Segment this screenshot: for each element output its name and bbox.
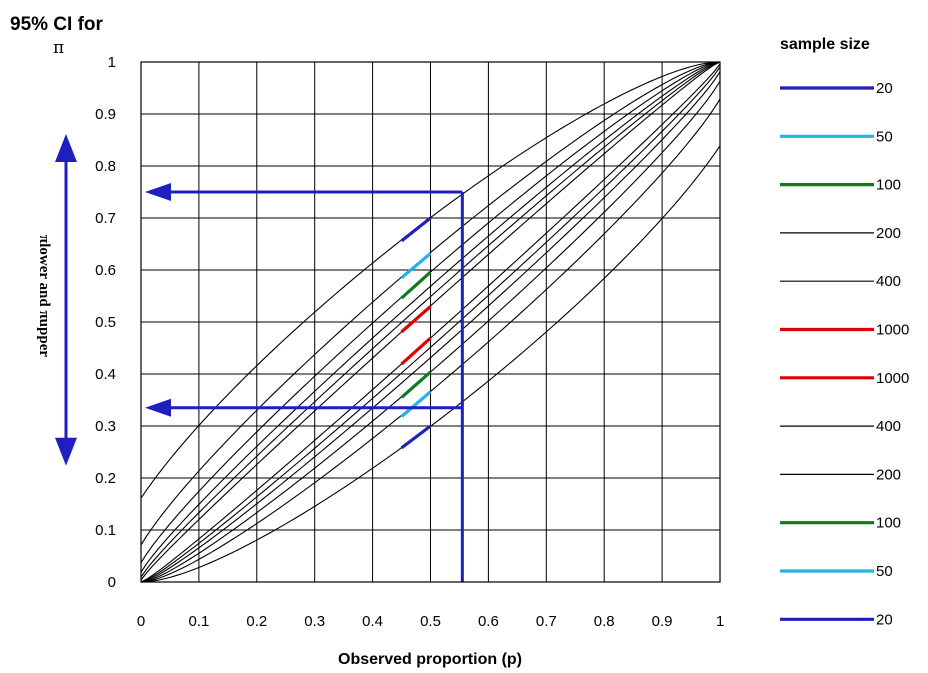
legend: sample size 20 50 100 200 400 1000 1000 400 200 1… bbox=[780, 36, 909, 628]
highlight-n50-upper bbox=[400, 252, 432, 280]
legend-label: 200 bbox=[876, 466, 901, 483]
legend-label: 400 bbox=[876, 418, 901, 435]
legend-label: 20 bbox=[876, 80, 893, 97]
x-tick-label: 0.2 bbox=[246, 613, 267, 630]
double-arrow-down-icon bbox=[55, 437, 77, 466]
highlight-n1000-upper bbox=[400, 305, 432, 334]
highlight-segments bbox=[400, 216, 432, 450]
legend-label: 20 bbox=[876, 611, 893, 628]
x-tick-label: 0.6 bbox=[478, 613, 499, 630]
annotation-arrows bbox=[55, 134, 464, 582]
y-tick-label: 0.2 bbox=[95, 470, 116, 487]
ci-curve-n1000-lower bbox=[140, 63, 721, 583]
y-tick-label: 0.7 bbox=[95, 210, 116, 227]
y-tick-label: 0.8 bbox=[95, 158, 116, 175]
highlight-n20-upper bbox=[400, 216, 432, 243]
x-tick-label: 0.3 bbox=[304, 613, 325, 630]
y-tick-label: 0.4 bbox=[95, 366, 116, 383]
y-tick-label: 0.1 bbox=[95, 522, 116, 539]
y-axis-label: πlower and πupper bbox=[36, 235, 52, 357]
y-tick-label: 0.9 bbox=[95, 106, 116, 123]
x-tick-label: 0.1 bbox=[188, 613, 209, 630]
x-tick-label: 0.7 bbox=[536, 613, 557, 630]
legend-label: 100 bbox=[876, 177, 901, 194]
x-tick-label: 0.9 bbox=[652, 613, 673, 630]
x-axis-ticks: 0 0.1 0.2 0.3 0.4 0.5 0.6 0.7 0.8 0.9 1 bbox=[137, 613, 724, 630]
legend-label: 100 bbox=[876, 515, 901, 532]
y-tick-label: 0.6 bbox=[95, 262, 116, 279]
y-tick-label: 0.5 bbox=[95, 314, 116, 331]
highlight-n100-upper bbox=[400, 270, 432, 300]
highlight-n20-lower bbox=[400, 424, 432, 450]
ci-curve-n20-upper bbox=[140, 61, 721, 499]
arrow-upper-icon bbox=[145, 183, 171, 201]
x-tick-label: 0.4 bbox=[362, 613, 383, 630]
ci-curve-n400-upper bbox=[140, 61, 721, 578]
legend-title: sample size bbox=[780, 36, 870, 53]
y-tick-label: 0 bbox=[108, 574, 116, 591]
legend-label: 1000 bbox=[876, 370, 909, 387]
highlight-n1000-lower bbox=[400, 336, 432, 366]
y-tick-label: 1 bbox=[108, 54, 116, 71]
chart-title: 95% CI for bbox=[10, 14, 104, 35]
highlight-n50-lower bbox=[400, 390, 432, 418]
legend-label: 50 bbox=[876, 128, 893, 145]
plot-frame bbox=[140, 61, 721, 583]
x-tick-label: 0.5 bbox=[420, 613, 441, 630]
y-tick-label: 0.3 bbox=[95, 418, 116, 435]
ci-curve-n400-lower bbox=[140, 66, 721, 583]
legend-label: 400 bbox=[876, 273, 901, 290]
x-tick-label: 0 bbox=[137, 613, 145, 630]
ci-curve-n100-upper bbox=[140, 61, 721, 564]
chart-title-symbol: π bbox=[53, 38, 64, 58]
y-axis-ticks: 0 0.1 0.2 0.3 0.4 0.5 0.6 0.7 0.8 0.9 1 bbox=[95, 54, 116, 591]
legend-label: 1000 bbox=[876, 322, 909, 339]
ci-curve-n50-lower bbox=[140, 98, 721, 583]
ci-curve-n1000-upper bbox=[140, 61, 721, 581]
legend-label: 200 bbox=[876, 225, 901, 242]
legend-label: 50 bbox=[876, 563, 893, 580]
x-axis-label: Observed proportion (p) bbox=[338, 651, 522, 668]
ci-curve-n200-lower bbox=[140, 71, 721, 583]
x-tick-label: 1 bbox=[716, 613, 724, 630]
ci-curve-n200-upper bbox=[140, 61, 721, 573]
highlight-n100-lower bbox=[400, 370, 432, 399]
grid bbox=[140, 61, 721, 583]
arrow-lower-icon bbox=[145, 398, 171, 417]
ci-curve-n50-upper bbox=[140, 61, 721, 546]
ci-curves bbox=[140, 61, 721, 583]
x-tick-label: 0.8 bbox=[594, 613, 615, 630]
double-arrow-up-icon bbox=[55, 134, 77, 162]
